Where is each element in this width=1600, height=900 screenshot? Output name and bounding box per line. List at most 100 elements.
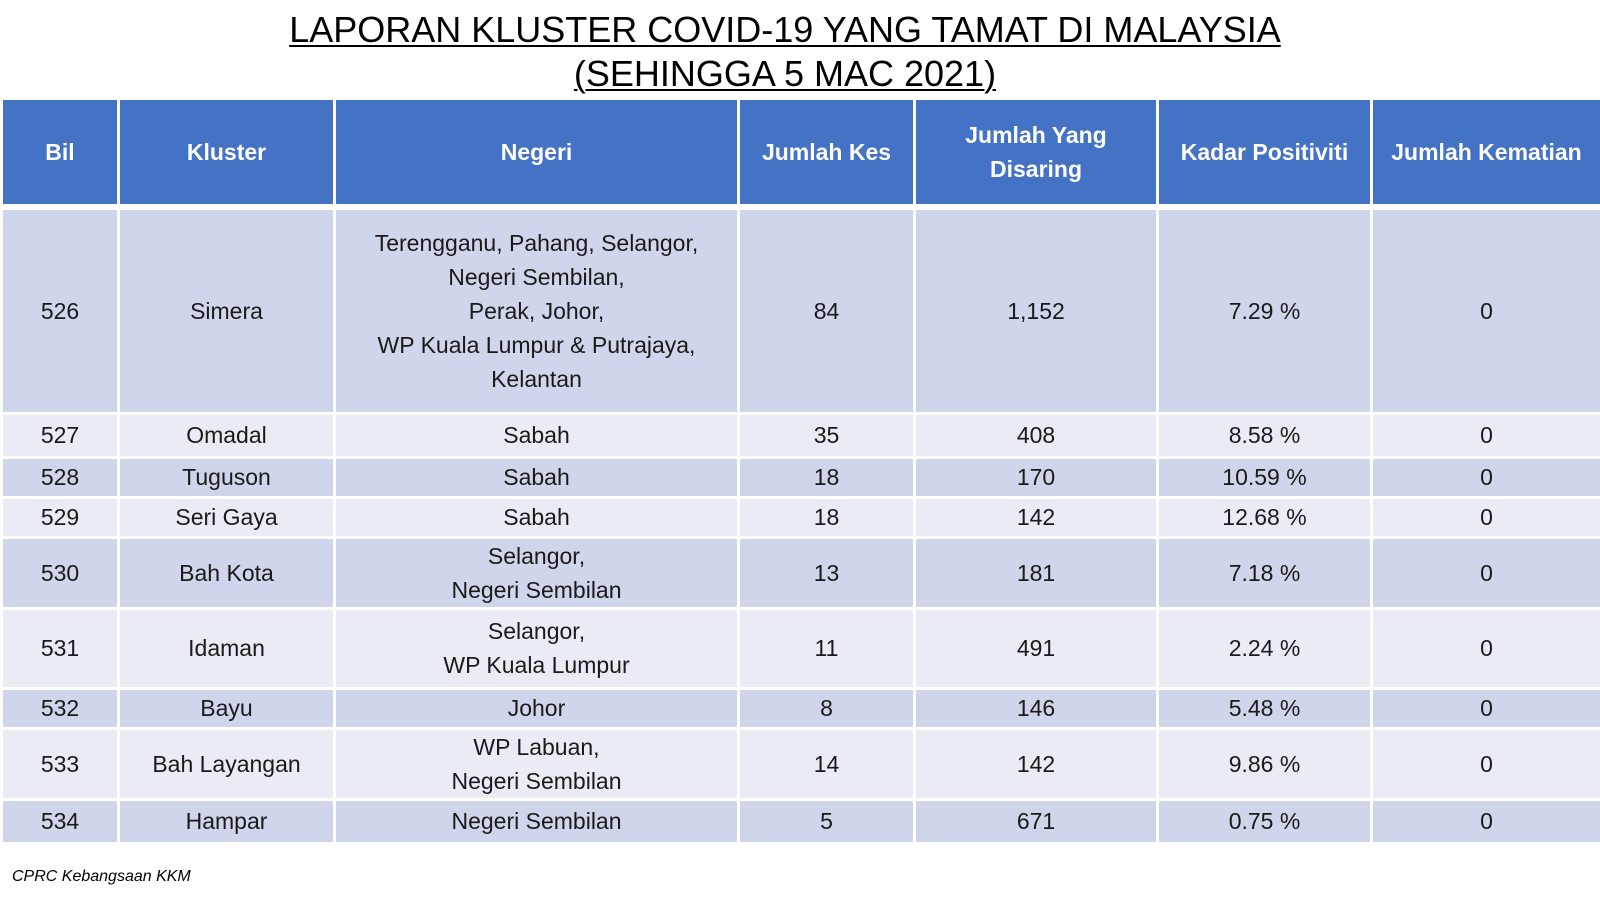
cell-jumlah-disaring: 1,152 bbox=[913, 204, 1159, 415]
cell-kluster: Bah Kota bbox=[117, 535, 336, 610]
cell-kluster: Idaman bbox=[117, 606, 336, 690]
source-footer: CPRC Kebangsaan KKM bbox=[12, 868, 191, 885]
cell-jumlah-kematian: 0 bbox=[1370, 204, 1600, 415]
cell-kadar-positiviti: 8.58 % bbox=[1156, 411, 1373, 459]
cell-negeri: Negeri Sembilan bbox=[333, 797, 740, 845]
cell-jumlah-kematian: 0 bbox=[1370, 726, 1600, 801]
cell-negeri: Selangor, WP Kuala Lumpur bbox=[333, 606, 740, 690]
cell-jumlah-disaring: 146 bbox=[913, 686, 1159, 730]
cell-bil: 530 bbox=[0, 535, 120, 610]
cell-jumlah-disaring: 491 bbox=[913, 606, 1159, 690]
table-row: 528 Tuguson Sabah 18 170 10.59 % 0 bbox=[0, 455, 1600, 499]
negeri-line: Sabah bbox=[503, 464, 570, 490]
negeri-line: Negeri Sembilan, bbox=[448, 263, 625, 290]
table-row: 529 Seri Gaya Sabah 18 142 12.68 % 0 bbox=[0, 495, 1600, 539]
header-kadar-positiviti: Kadar Positiviti bbox=[1156, 97, 1373, 209]
cell-jumlah-disaring: 181 bbox=[913, 535, 1159, 610]
table-row: 527 Omadal Sabah 35 408 8.58 % 0 bbox=[0, 411, 1600, 459]
table-row: 534 Hampar Negeri Sembilan 5 671 0.75 % 0 bbox=[0, 797, 1600, 845]
negeri-line: Sabah bbox=[503, 422, 570, 448]
cell-bil: 532 bbox=[0, 686, 120, 730]
cell-jumlah-kes: 8 bbox=[737, 686, 916, 730]
cell-kadar-positiviti: 5.48 % bbox=[1156, 686, 1373, 730]
cell-bil: 526 bbox=[0, 204, 120, 415]
cell-kadar-positiviti: 9.86 % bbox=[1156, 726, 1373, 801]
header-jumlah-disaring-line-2: Disaring bbox=[989, 156, 1083, 182]
cell-kluster: Omadal bbox=[117, 411, 336, 459]
negeri-line: WP Kuala Lumpur bbox=[443, 652, 630, 678]
negeri-line: Selangor, bbox=[487, 618, 586, 644]
cell-negeri: Sabah bbox=[333, 455, 740, 499]
cell-kluster: Simera bbox=[117, 204, 336, 415]
negeri-line: WP Labuan, bbox=[473, 733, 600, 760]
negeri-line: Johor bbox=[507, 695, 566, 721]
table-row: 533 Bah Layangan WP Labuan, Negeri Sembilan… bbox=[0, 726, 1600, 801]
cell-bil: 531 bbox=[0, 606, 120, 690]
cell-jumlah-kematian: 0 bbox=[1370, 411, 1600, 459]
header-jumlah-disaring: Jumlah Yang Disaring bbox=[913, 97, 1159, 209]
cell-jumlah-kes: 13 bbox=[737, 535, 916, 610]
cell-jumlah-kes: 18 bbox=[737, 455, 916, 499]
cell-negeri: WP Labuan, Negeri Sembilan bbox=[333, 726, 740, 801]
table-row: 530 Bah Kota Selangor, Negeri Sembilan 13 181… bbox=[0, 535, 1600, 610]
cell-jumlah-kes: 35 bbox=[737, 411, 916, 459]
cell-bil: 533 bbox=[0, 726, 120, 801]
cell-bil: 529 bbox=[0, 495, 120, 539]
header-jumlah-kematian: Jumlah Kematian bbox=[1370, 97, 1600, 209]
cell-jumlah-kematian: 0 bbox=[1370, 797, 1600, 845]
header-negeri: Negeri bbox=[333, 97, 740, 209]
cell-kadar-positiviti: 7.29 % bbox=[1156, 204, 1373, 415]
report-title: LAPORAN KLUSTER COVID-19 YANG TAMAT DI M… bbox=[0, 8, 1570, 96]
cell-kluster: Bah Layangan bbox=[117, 726, 336, 801]
table-row: 526 Simera Terengganu, Pahang, Selangor, Ne… bbox=[0, 204, 1600, 415]
table-row: 532 Bayu Johor 8 146 5.48 % 0 bbox=[0, 686, 1600, 730]
negeri-line: Sabah bbox=[503, 504, 570, 530]
cell-kadar-positiviti: 12.68 % bbox=[1156, 495, 1373, 539]
header-jumlah-disaring-line-1: Jumlah Yang bbox=[965, 122, 1107, 148]
cell-jumlah-kematian: 0 bbox=[1370, 535, 1600, 610]
cell-jumlah-disaring: 671 bbox=[913, 797, 1159, 845]
cell-kluster: Seri Gaya bbox=[117, 495, 336, 539]
cell-jumlah-disaring: 142 bbox=[913, 726, 1159, 801]
negeri-line: Negeri Sembilan bbox=[451, 576, 622, 603]
cell-kadar-positiviti: 7.18 % bbox=[1156, 535, 1373, 610]
title-line-2: (SEHINGGA 5 MAC 2021) bbox=[573, 53, 997, 94]
cell-jumlah-kes: 5 bbox=[737, 797, 916, 845]
header-jumlah-kes: Jumlah Kes bbox=[737, 97, 916, 209]
cell-kluster: Hampar bbox=[117, 797, 336, 845]
header-bil: Bil bbox=[0, 97, 120, 209]
cell-bil: 534 bbox=[0, 797, 120, 845]
cell-jumlah-kematian: 0 bbox=[1370, 495, 1600, 539]
cluster-table: Bil Kluster Negeri Jumlah Kes Jumlah Yan… bbox=[0, 97, 1600, 845]
table-row: 531 Idaman Selangor, WP Kuala Lumpur 11 491 2.… bbox=[0, 606, 1600, 690]
cell-jumlah-kematian: 0 bbox=[1370, 606, 1600, 690]
cell-kluster: Bayu bbox=[117, 686, 336, 730]
header-kluster: Kluster bbox=[117, 97, 336, 209]
cell-negeri: Selangor, Negeri Sembilan bbox=[333, 535, 740, 610]
cell-kadar-positiviti: 2.24 % bbox=[1156, 606, 1373, 690]
cell-jumlah-disaring: 170 bbox=[913, 455, 1159, 499]
negeri-line: Kelantan bbox=[491, 365, 582, 392]
cell-jumlah-disaring: 142 bbox=[913, 495, 1159, 539]
negeri-line: Negeri Sembilan bbox=[451, 808, 622, 834]
cell-bil: 527 bbox=[0, 411, 120, 459]
negeri-line: Selangor, bbox=[487, 542, 586, 569]
negeri-line: Perak, Johor, bbox=[468, 297, 605, 324]
negeri-line: Negeri Sembilan bbox=[451, 767, 622, 794]
cell-jumlah-kes: 84 bbox=[737, 204, 916, 415]
cell-jumlah-kematian: 0 bbox=[1370, 455, 1600, 499]
cell-jumlah-kes: 18 bbox=[737, 495, 916, 539]
cell-negeri: Terengganu, Pahang, Selangor, Negeri Semb… bbox=[333, 204, 740, 415]
cell-jumlah-kes: 14 bbox=[737, 726, 916, 801]
table-body: 526 Simera Terengganu, Pahang, Selangor, Ne… bbox=[0, 204, 1600, 845]
cell-kadar-positiviti: 0.75 % bbox=[1156, 797, 1373, 845]
cell-negeri: Sabah bbox=[333, 411, 740, 459]
cell-bil: 528 bbox=[0, 455, 120, 499]
cell-negeri: Johor bbox=[333, 686, 740, 730]
cell-kluster: Tuguson bbox=[117, 455, 336, 499]
cell-jumlah-disaring: 408 bbox=[913, 411, 1159, 459]
negeri-line: WP Kuala Lumpur & Putrajaya, bbox=[377, 331, 696, 358]
cell-negeri: Sabah bbox=[333, 495, 740, 539]
negeri-line: Terengganu, Pahang, Selangor, bbox=[374, 229, 699, 256]
cell-jumlah-kes: 11 bbox=[737, 606, 916, 690]
